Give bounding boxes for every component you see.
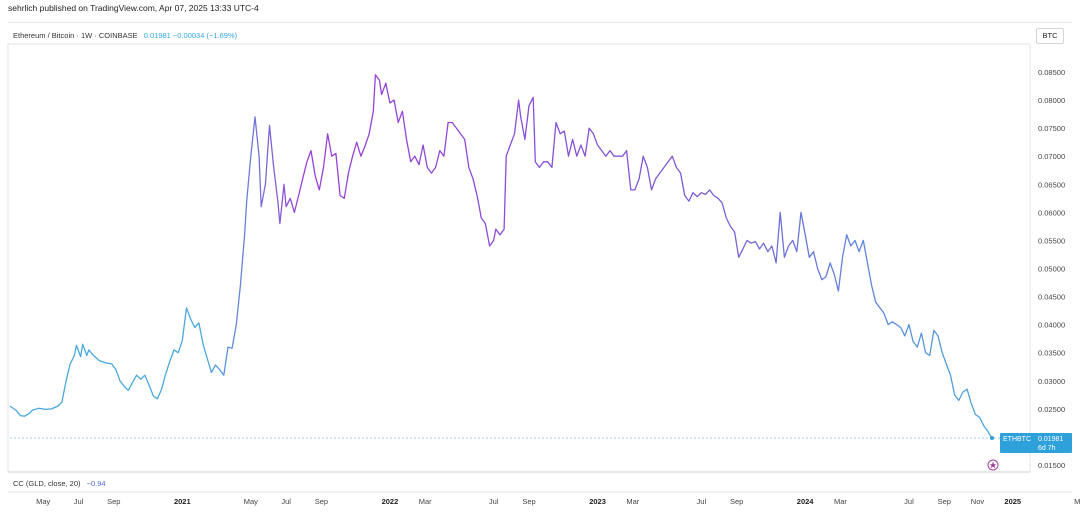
x-tick-label: Nov <box>971 497 985 506</box>
event-marker[interactable] <box>987 459 999 471</box>
x-tick-label: Mar <box>626 497 639 506</box>
legend-title: Ethereum / Bitcoin · 1W · COINBASE <box>13 31 138 40</box>
y-tick-label: 0.05500 <box>1038 236 1065 245</box>
x-tick-label: Sep <box>107 497 120 506</box>
series-line-ethbtc <box>9 74 993 439</box>
legend-values: 0.01981 −0.00034 (−1.69%) <box>143 31 238 40</box>
y-tick-label: 0.02500 <box>1038 405 1065 414</box>
x-axis: May Jul Sep 2021 May Jul Sep 2022 Mar Jul Sep 2023 M… <box>36 497 1080 506</box>
last-price-countdown: 6d 7h <box>1038 445 1056 452</box>
y-tick-label: 0.05000 <box>1038 265 1065 274</box>
x-tick-label: 2022 <box>382 497 399 506</box>
x-tick-label: Jul <box>74 497 84 506</box>
y-tick-label: 0.07500 <box>1038 124 1065 133</box>
x-tick-label: Sep <box>938 497 951 506</box>
y-tick-label: 0.04500 <box>1038 293 1065 302</box>
x-tick-label: 2024 <box>797 497 815 506</box>
last-price-value: 0.01981 <box>1038 436 1063 443</box>
x-tick-label: Mar <box>419 497 432 506</box>
top-divider <box>8 22 1072 23</box>
scale-badge[interactable]: BTC <box>1036 28 1064 44</box>
x-tick-label: May <box>1074 497 1080 506</box>
last-point <box>990 436 994 441</box>
y-tick-label: 0.08000 <box>1038 96 1065 105</box>
y-tick-label: 0.08500 <box>1038 68 1065 77</box>
x-tick-label: Jul <box>489 497 499 506</box>
y-tick-label: 0.03000 <box>1038 377 1065 386</box>
y-tick-label: 0.01500 <box>1038 461 1065 470</box>
published-line: sehrlich published on TradingView.com, A… <box>8 3 259 13</box>
y-tick-label: 0.07000 <box>1038 152 1065 161</box>
x-tick-label: Jul <box>281 497 291 506</box>
x-tick-label: 2025 <box>1004 497 1021 506</box>
x-tick-label: Jul <box>904 497 914 506</box>
y-tick-label: 0.06500 <box>1038 180 1065 189</box>
x-tick-label: Sep <box>522 497 535 506</box>
last-price-label: ETHBTC 0.01981 6d 7h <box>1000 433 1072 454</box>
last-price-label-bg <box>1000 433 1072 454</box>
x-tick-label: May <box>244 497 258 506</box>
x-tick-label: May <box>36 497 50 506</box>
x-tick-label: Sep <box>315 497 328 506</box>
indicator-value: −0.94 <box>86 479 106 488</box>
last-price-symbol: ETHBTC <box>1003 436 1031 443</box>
chart-legend: Ethereum / Bitcoin · 1W · COINBASE 0.019… <box>13 31 237 40</box>
x-tick-label: Mar <box>834 497 847 506</box>
indicator-label: CC (GLD, close, 20) <box>13 479 81 488</box>
star-icon <box>989 461 997 468</box>
y-tick-label: 0.06000 <box>1038 208 1065 217</box>
x-tick-label: Sep <box>730 497 743 506</box>
y-tick-label: 0.03500 <box>1038 349 1065 358</box>
x-tick-label: 2023 <box>589 497 606 506</box>
y-tick-label: 0.04000 <box>1038 321 1065 330</box>
x-tick-label: 2021 <box>174 497 191 506</box>
x-tick-label: Jul <box>697 497 707 506</box>
y-axis: 0.08500 0.08000 0.07500 0.07000 0.06500 0.060… <box>1038 68 1065 470</box>
indicator-legend: CC (GLD, close, 20) −0.94 <box>13 479 106 488</box>
